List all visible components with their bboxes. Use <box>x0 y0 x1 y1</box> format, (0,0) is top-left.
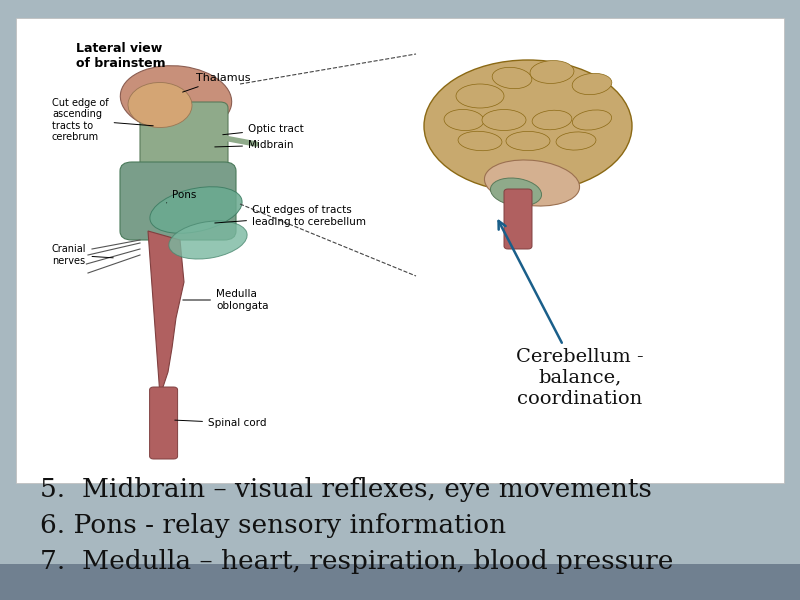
Ellipse shape <box>458 131 502 151</box>
Ellipse shape <box>572 73 612 95</box>
Text: Cut edges of tracts
leading to cerebellum: Cut edges of tracts leading to cerebellu… <box>214 205 366 227</box>
Text: Midbrain: Midbrain <box>214 140 294 150</box>
Ellipse shape <box>492 67 532 89</box>
FancyBboxPatch shape <box>140 102 228 174</box>
Ellipse shape <box>530 61 574 83</box>
Text: Cranial
nerves: Cranial nerves <box>52 244 114 266</box>
Ellipse shape <box>444 109 484 131</box>
Ellipse shape <box>169 221 247 259</box>
Text: Optic tract: Optic tract <box>222 124 304 135</box>
Ellipse shape <box>572 110 612 130</box>
Bar <box>16 18 784 483</box>
Ellipse shape <box>490 178 542 206</box>
FancyBboxPatch shape <box>504 189 532 249</box>
Text: Thalamus: Thalamus <box>182 73 250 92</box>
Ellipse shape <box>485 160 579 206</box>
Text: 7.  Medulla – heart, respiration, blood pressure: 7. Medulla – heart, respiration, blood p… <box>40 548 674 574</box>
Text: Cut edge of
ascending
tracts to
cerebrum: Cut edge of ascending tracts to cerebrum <box>52 98 154 142</box>
Ellipse shape <box>150 187 242 233</box>
FancyBboxPatch shape <box>150 387 178 459</box>
Text: Lateral view
of brainstem: Lateral view of brainstem <box>76 42 166 70</box>
Text: 5.  Midbrain – visual reflexes, eye movements: 5. Midbrain – visual reflexes, eye movem… <box>40 476 652 502</box>
Text: Medulla
oblongata: Medulla oblongata <box>182 289 269 311</box>
Text: 6. Pons - relay sensory information: 6. Pons - relay sensory information <box>40 512 506 538</box>
Ellipse shape <box>456 84 504 108</box>
Ellipse shape <box>506 131 550 151</box>
Text: Cerebellum -
balance,
coordination: Cerebellum - balance, coordination <box>498 221 644 407</box>
Text: Spinal cord: Spinal cord <box>174 418 266 428</box>
Ellipse shape <box>556 132 596 150</box>
Polygon shape <box>148 231 184 396</box>
Text: Pons: Pons <box>166 190 196 203</box>
Bar <box>0 564 800 600</box>
FancyBboxPatch shape <box>120 162 236 240</box>
Ellipse shape <box>424 60 632 192</box>
Ellipse shape <box>128 82 192 128</box>
Ellipse shape <box>120 65 232 133</box>
Ellipse shape <box>482 109 526 130</box>
Ellipse shape <box>532 110 572 130</box>
